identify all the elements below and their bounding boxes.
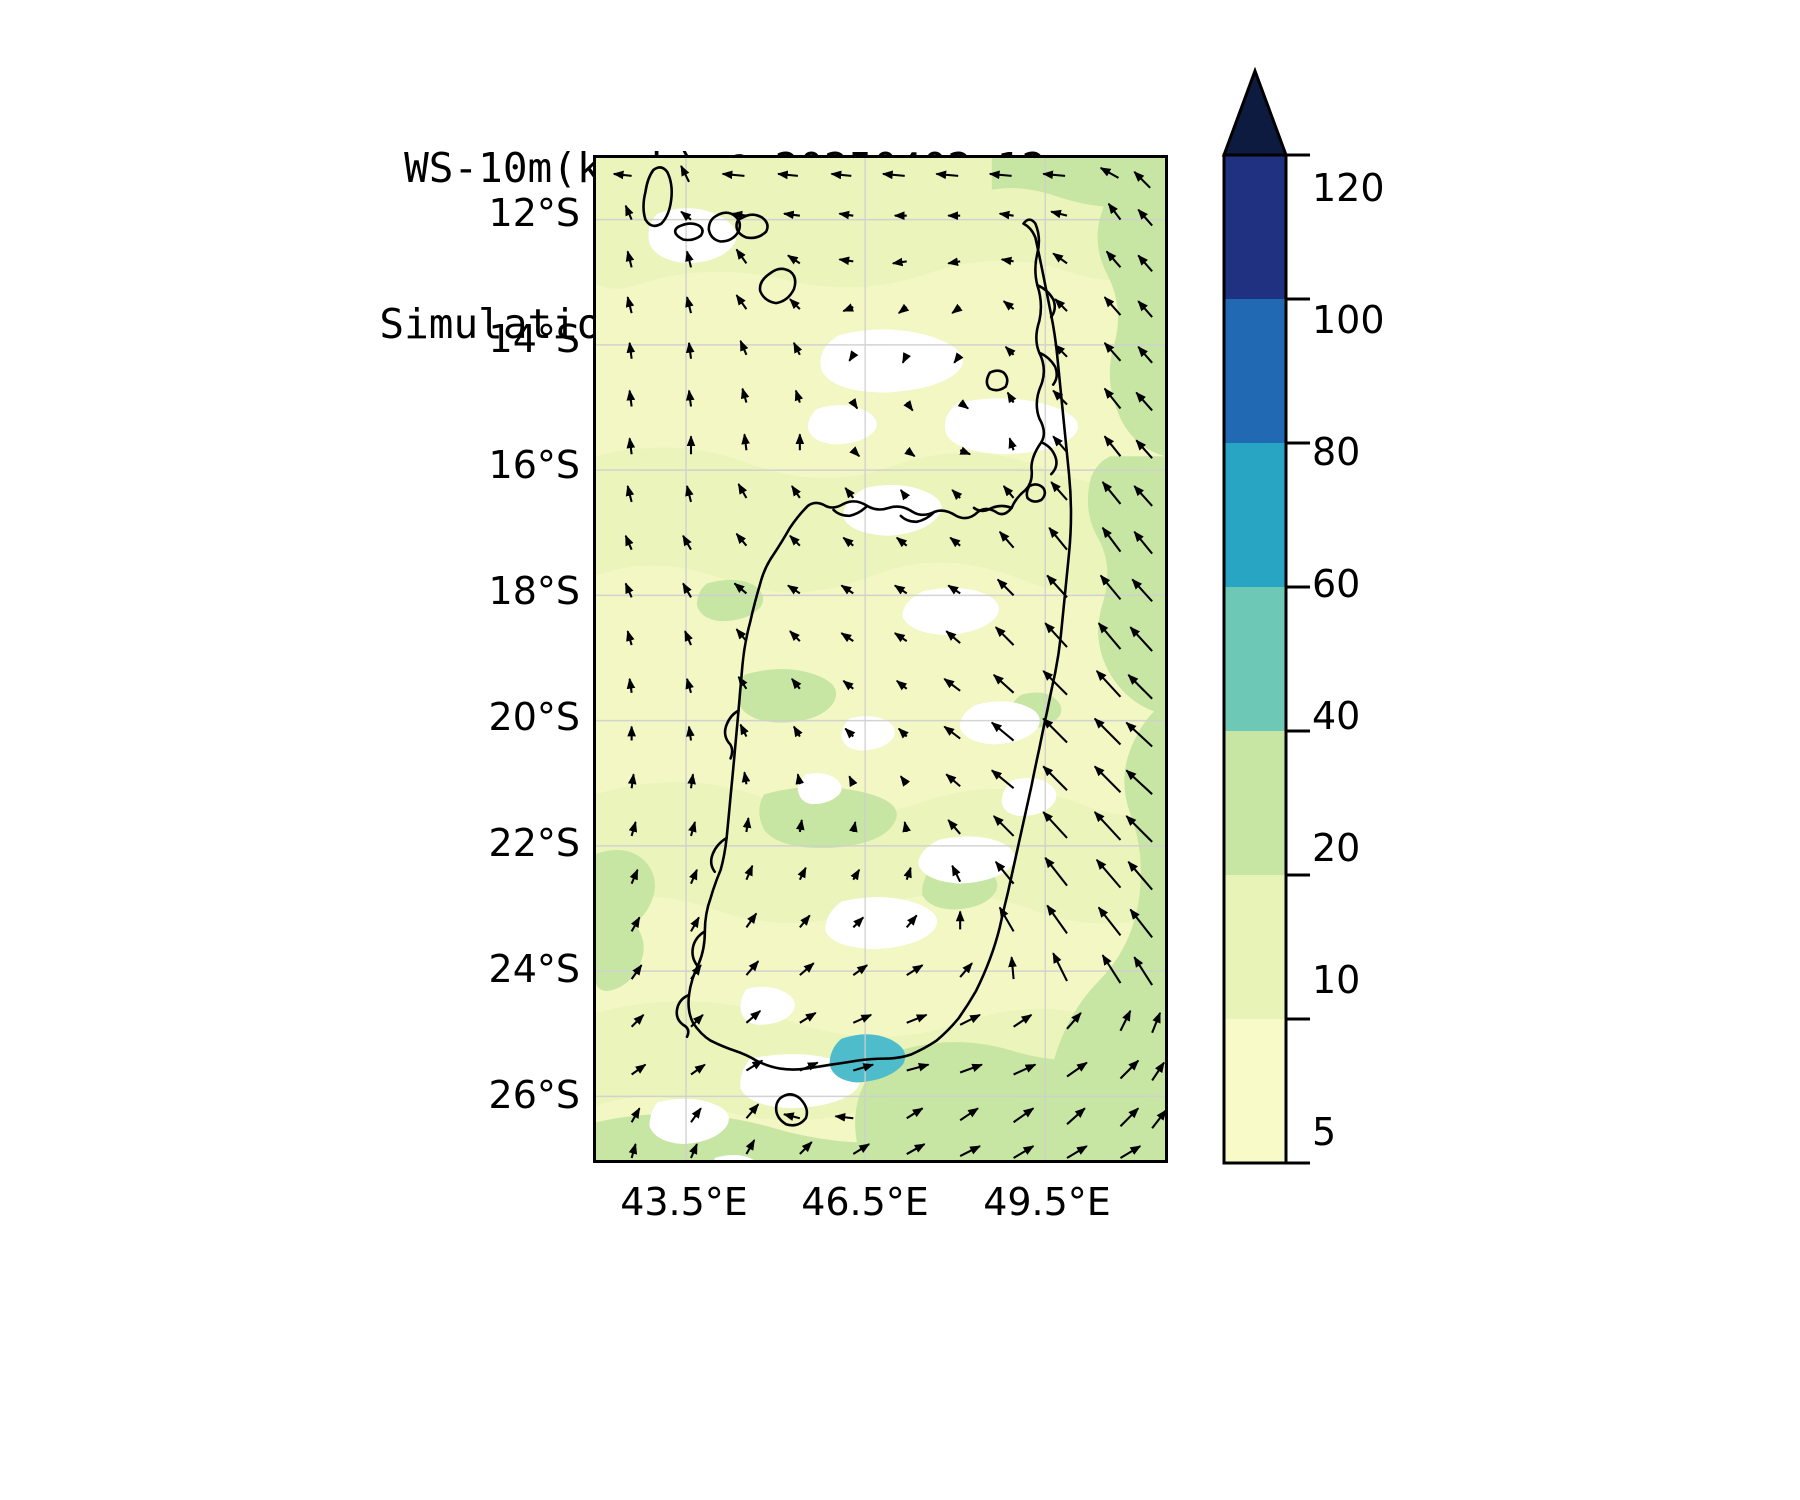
y-tick-label-5: 22°S bbox=[488, 821, 580, 865]
colorbar-band-100-120 bbox=[1224, 155, 1286, 299]
colorbar-band-10-20 bbox=[1224, 875, 1286, 1019]
map-plot-area bbox=[596, 158, 1165, 1160]
x-tick-label-1: 46.5°E bbox=[801, 1180, 929, 1224]
colorbar bbox=[1221, 66, 1310, 1165]
coastline bbox=[642, 166, 1073, 1127]
colorbar-band-20-40 bbox=[1224, 731, 1286, 875]
colorbar-tick-label-60: 60 bbox=[1312, 562, 1361, 606]
y-tick-label-2: 16°S bbox=[488, 443, 580, 487]
colorbar-tick-label-40: 40 bbox=[1312, 694, 1361, 738]
fill-band-base bbox=[596, 158, 1165, 1160]
map-axes bbox=[593, 155, 1168, 1163]
colorbar-tick-label-100: 100 bbox=[1312, 298, 1385, 342]
colorbar-band-5-10 bbox=[1224, 1019, 1286, 1163]
colorbar-tick-label-5: 5 bbox=[1312, 1110, 1337, 1154]
y-tick-label-7: 26°S bbox=[488, 1073, 580, 1117]
fill-band-below-5 bbox=[648, 208, 1079, 1160]
x-tick-label-2: 49.5°E bbox=[983, 1180, 1111, 1224]
y-tick-label-0: 12°S bbox=[488, 191, 580, 235]
colorbar-band-80-100 bbox=[1224, 299, 1286, 443]
colorbar-tick-label-80: 80 bbox=[1312, 430, 1361, 474]
y-tick-label-1: 14°S bbox=[488, 317, 580, 361]
colorbar-tick-label-120: 120 bbox=[1312, 166, 1385, 210]
colorbar-gradient bbox=[1221, 66, 1310, 1165]
colorbar-band-40-60 bbox=[1224, 587, 1286, 731]
colorbar-tick-label-20: 20 bbox=[1312, 826, 1361, 870]
x-tick-label-0: 43.5°E bbox=[620, 1180, 748, 1224]
y-tick-label-4: 20°S bbox=[488, 695, 580, 739]
y-tick-label-6: 24°S bbox=[488, 947, 580, 991]
colorbar-extend-arrow bbox=[1221, 66, 1289, 157]
y-tick-label-3: 18°S bbox=[488, 569, 580, 613]
colorbar-tick-label-10: 10 bbox=[1312, 958, 1361, 1002]
colorbar-band-60-80 bbox=[1224, 443, 1286, 587]
wind-vector-field bbox=[612, 164, 1165, 1159]
colorbar-outline bbox=[1222, 153, 1288, 1165]
colorbar-ticks bbox=[1286, 153, 1310, 1165]
